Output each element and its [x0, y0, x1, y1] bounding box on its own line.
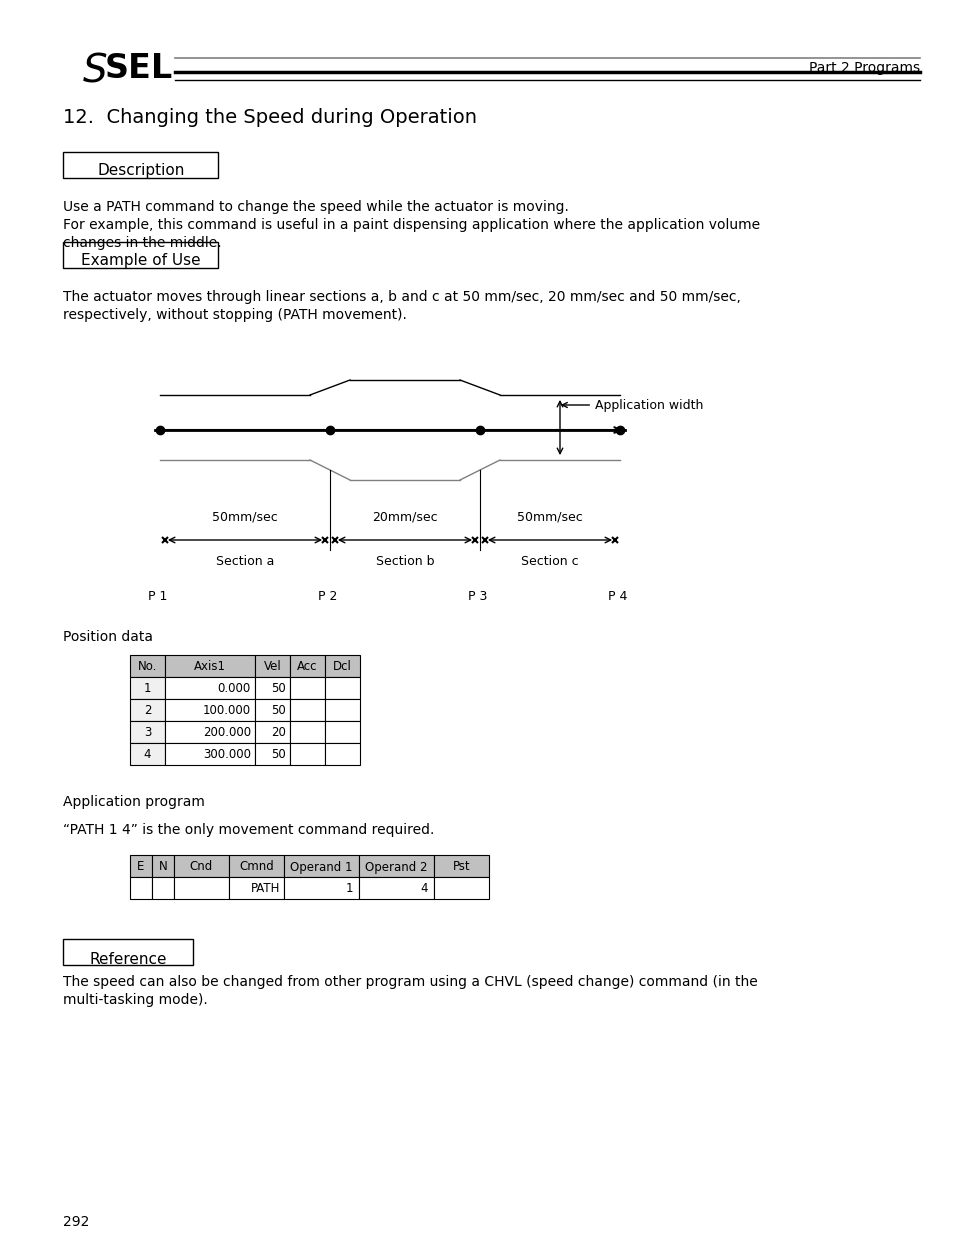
Text: changes in the middle.: changes in the middle.: [63, 236, 221, 249]
Text: 50: 50: [271, 704, 286, 718]
Bar: [254, 743, 290, 764]
Text: PATH: PATH: [251, 883, 280, 895]
Bar: [325, 721, 359, 743]
Bar: [130, 743, 165, 764]
Bar: [325, 699, 359, 721]
Bar: [325, 655, 359, 677]
Text: Axis1: Axis1: [193, 661, 226, 673]
Bar: [63, 242, 218, 268]
Text: 20: 20: [271, 726, 286, 740]
Bar: [254, 677, 290, 699]
Text: 200.000: 200.000: [203, 726, 251, 740]
Text: Section a: Section a: [215, 555, 274, 568]
Text: 292: 292: [63, 1215, 90, 1229]
Bar: [290, 721, 325, 743]
Text: Acc: Acc: [297, 661, 317, 673]
Text: P 4: P 4: [607, 590, 627, 603]
Bar: [152, 877, 173, 899]
Text: Position data: Position data: [63, 630, 152, 643]
Bar: [290, 677, 325, 699]
Text: 50: 50: [271, 748, 286, 762]
Bar: [63, 152, 218, 178]
Text: $\bf{\it{S}}$: $\bf{\it{S}}$: [82, 52, 108, 90]
Bar: [290, 699, 325, 721]
Bar: [130, 655, 165, 677]
Bar: [229, 877, 284, 899]
Bar: [358, 877, 434, 899]
Text: Operand 1: Operand 1: [290, 861, 353, 873]
Bar: [173, 877, 229, 899]
Bar: [290, 655, 325, 677]
Bar: [173, 855, 229, 877]
Text: Application program: Application program: [63, 795, 205, 809]
Text: N: N: [158, 861, 167, 873]
Text: Example of Use: Example of Use: [81, 253, 200, 268]
Text: 0.000: 0.000: [217, 683, 251, 695]
Text: Description: Description: [97, 163, 185, 178]
Text: 4: 4: [144, 748, 152, 762]
Text: Dcl: Dcl: [333, 661, 352, 673]
Text: The speed can also be changed from other program using a CHVL (speed change) com: The speed can also be changed from other…: [63, 974, 757, 989]
Text: Application width: Application width: [561, 399, 702, 411]
Text: P 2: P 2: [317, 590, 337, 603]
Bar: [254, 655, 290, 677]
Bar: [130, 699, 165, 721]
Bar: [130, 877, 152, 899]
Text: 50mm/sec: 50mm/sec: [212, 510, 277, 522]
Text: Section c: Section c: [520, 555, 578, 568]
Bar: [434, 877, 489, 899]
Text: For example, this command is useful in a paint dispensing application where the : For example, this command is useful in a…: [63, 219, 760, 232]
Text: Use a PATH command to change the speed while the actuator is moving.: Use a PATH command to change the speed w…: [63, 200, 568, 214]
Bar: [284, 877, 358, 899]
Bar: [254, 699, 290, 721]
Text: P 3: P 3: [468, 590, 487, 603]
Text: Section b: Section b: [375, 555, 434, 568]
Bar: [130, 721, 165, 743]
Bar: [63, 939, 193, 965]
Bar: [229, 855, 284, 877]
Bar: [165, 677, 254, 699]
Text: 4: 4: [420, 883, 428, 895]
Text: 3: 3: [144, 726, 151, 740]
Text: Vel: Vel: [263, 661, 281, 673]
Text: 20mm/sec: 20mm/sec: [372, 510, 437, 522]
Bar: [358, 855, 434, 877]
Text: Reference: Reference: [90, 952, 167, 967]
Text: The actuator moves through linear sections a, b and c at 50 mm/sec, 20 mm/sec an: The actuator moves through linear sectio…: [63, 290, 740, 304]
Text: Cnd: Cnd: [190, 861, 213, 873]
Text: multi-tasking mode).: multi-tasking mode).: [63, 993, 208, 1007]
Bar: [165, 721, 254, 743]
Text: 1: 1: [345, 883, 353, 895]
Text: respectively, without stopping (PATH movement).: respectively, without stopping (PATH mov…: [63, 308, 406, 322]
Text: 50mm/sec: 50mm/sec: [517, 510, 582, 522]
Text: 12.  Changing the Speed during Operation: 12. Changing the Speed during Operation: [63, 107, 476, 127]
Bar: [165, 655, 254, 677]
Bar: [130, 855, 152, 877]
Bar: [290, 743, 325, 764]
Text: Pst: Pst: [453, 861, 470, 873]
Text: 100.000: 100.000: [203, 704, 251, 718]
Text: “PATH 1 4” is the only movement command required.: “PATH 1 4” is the only movement command …: [63, 823, 434, 837]
Text: 2: 2: [144, 704, 152, 718]
Bar: [325, 743, 359, 764]
Text: Part 2 Programs: Part 2 Programs: [808, 61, 919, 75]
Text: 50: 50: [271, 683, 286, 695]
Bar: [152, 855, 173, 877]
Bar: [254, 721, 290, 743]
Text: 300.000: 300.000: [203, 748, 251, 762]
Bar: [284, 855, 358, 877]
Text: 1: 1: [144, 683, 152, 695]
Bar: [434, 855, 489, 877]
Bar: [165, 699, 254, 721]
Text: Cmnd: Cmnd: [239, 861, 274, 873]
Bar: [130, 677, 165, 699]
Bar: [325, 677, 359, 699]
Text: E: E: [137, 861, 145, 873]
Bar: [165, 743, 254, 764]
Text: Operand 2: Operand 2: [365, 861, 427, 873]
Text: No.: No.: [137, 661, 157, 673]
Text: SEL: SEL: [105, 52, 173, 85]
Text: P 1: P 1: [148, 590, 167, 603]
